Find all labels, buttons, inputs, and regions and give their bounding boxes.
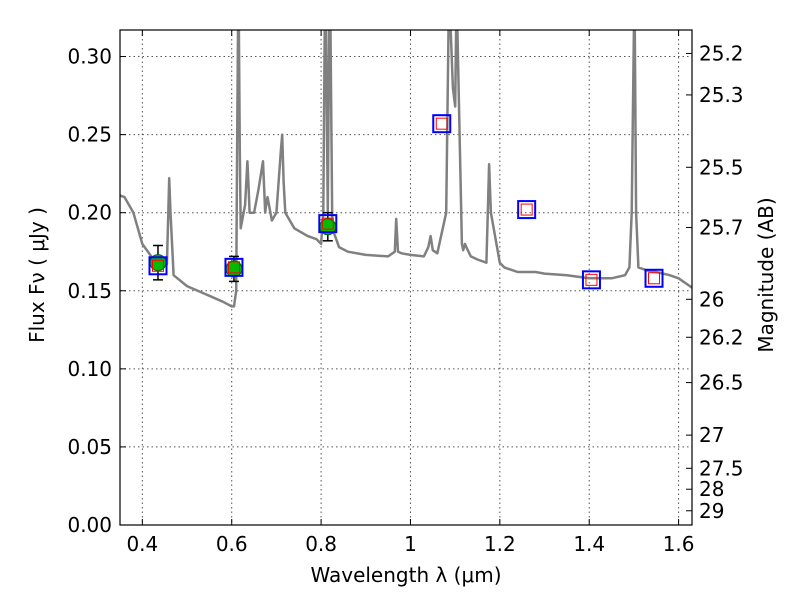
plot-frame [119, 29, 693, 526]
magnitude-tick-label: 29 [699, 499, 724, 523]
magnitude-axis-label: Magnitude (AB) [754, 197, 778, 352]
model-box-inner [435, 117, 448, 130]
y-tick-label: 0.10 [67, 357, 112, 381]
magnitude-tick-label: 27 [699, 423, 724, 447]
model-box [318, 214, 338, 234]
model-box-inner [151, 259, 164, 272]
model-spectrum [120, 30, 692, 308]
model-box [224, 257, 244, 277]
y-axis-label: Flux Fν ( μJy ) [25, 207, 49, 343]
magnitude-tick-label: 28 [699, 477, 724, 501]
model-box [581, 270, 601, 290]
model-box-inner [227, 261, 240, 274]
model-box [432, 114, 452, 134]
model-box [148, 256, 168, 276]
x-tick-label: 1.6 [663, 532, 695, 556]
x-tick-label: 1 [404, 532, 417, 556]
x-tick-label: 0.6 [216, 532, 248, 556]
x-axis: 0.4 0.6 0.8 1 1.2 1.4 1.6 [126, 30, 695, 556]
magnitude-tick-label: 25.5 [699, 155, 744, 179]
x-axis-label: Wavelength λ (μm) [310, 563, 501, 587]
magnitude-tick-label: 25.3 [699, 83, 744, 107]
y-tick-label: 0.05 [67, 435, 112, 459]
magnitude-tick-label: 25.7 [699, 215, 744, 239]
magnitude-tick-label: 27.5 [699, 456, 744, 480]
model-box-inner [648, 272, 661, 285]
x-tick-label: 0.8 [305, 532, 337, 556]
x-tick-label: 1.2 [484, 532, 516, 556]
y-tick-label: 0.00 [67, 513, 112, 537]
x-tick-label: 1.4 [573, 532, 605, 556]
magnitude-tick-label: 26 [699, 287, 724, 311]
spectrum-line [120, 30, 692, 308]
model-box-inner [585, 273, 598, 286]
magnitude-tick-label: 25.2 [699, 41, 744, 65]
y-tick-label: 0.25 [67, 123, 112, 147]
magnitude-tick-label: 26.5 [699, 371, 744, 395]
y-tick-label: 0.20 [67, 201, 112, 225]
model-box [644, 268, 664, 288]
y-axis: 0.00 0.05 0.10 0.15 0.20 0.25 0.30 [67, 45, 126, 537]
x-tick-label: 0.4 [126, 532, 158, 556]
magnitude-tick-label: 26.2 [699, 325, 744, 349]
model-boxes [148, 114, 664, 290]
model-box [517, 200, 537, 220]
model-box-inner [321, 217, 334, 230]
y-tick-label: 0.15 [67, 279, 112, 303]
y-tick-label: 0.30 [67, 45, 112, 69]
model-box-inner [520, 203, 533, 216]
